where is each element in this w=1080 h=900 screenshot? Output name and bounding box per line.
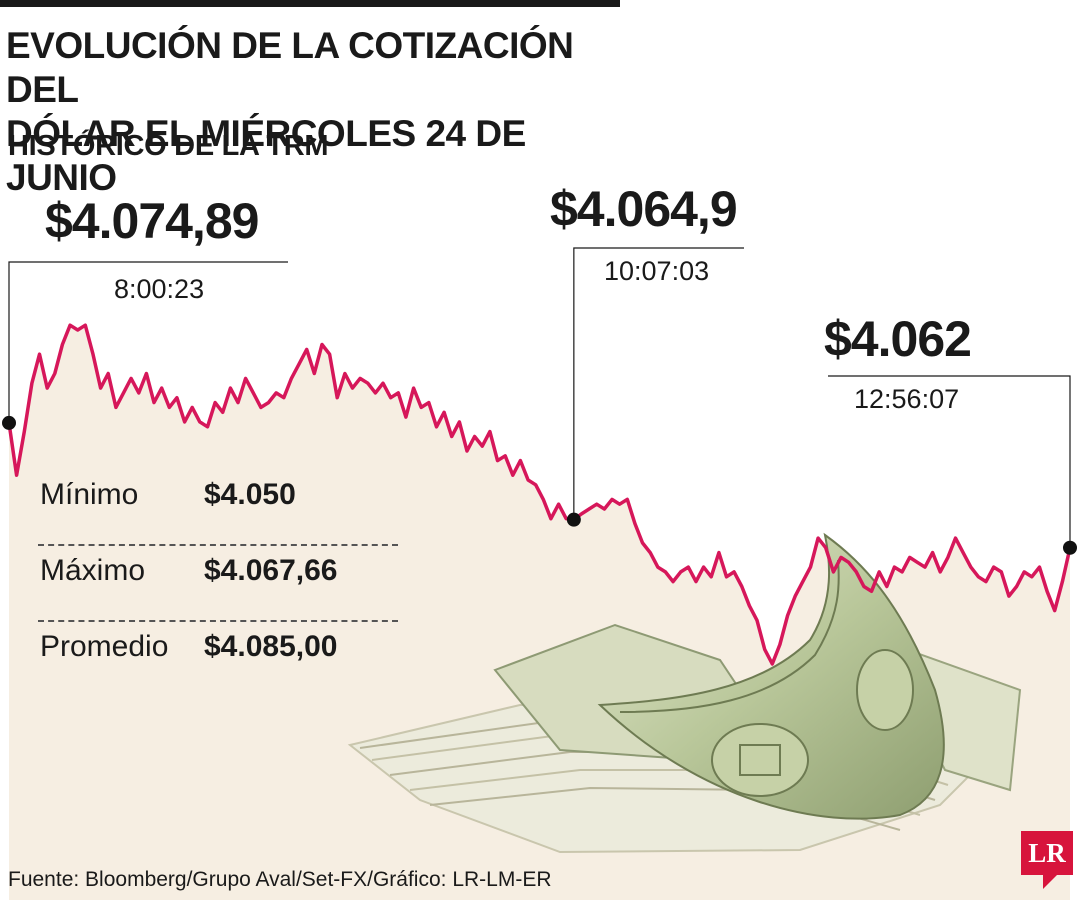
callout-marker-1: [2, 415, 16, 430]
callout-time-1: 8:00:23: [114, 274, 205, 304]
stats-table: Mínimo $4.050 Máximo $4.067,66 Promedio …: [38, 470, 398, 698]
stat-value-promedio: $4.085,00: [204, 630, 338, 663]
lr-logo: LR: [1021, 831, 1073, 875]
chart-subtitle: HISTÓRICO DE LA TRM: [8, 130, 329, 162]
title-line-2: DÓLAR EL MIÉRCOLES 24 DE JUNIO: [6, 113, 526, 198]
stat-label-minimo: Mínimo: [40, 478, 139, 511]
lr-logo-tail: [1043, 875, 1057, 889]
title-line-1: EVOLUCIÓN DE LA COTIZACIÓN DEL: [6, 25, 574, 110]
callout-marker-2: [566, 512, 581, 527]
chart-title: EVOLUCIÓN DE LA COTIZACIÓN DEL DÓLAR EL …: [6, 24, 646, 200]
stat-value-maximo: $4.067,66: [204, 554, 338, 587]
callout-leaders: [8, 247, 1071, 548]
stat-value-minimo: $4.050: [204, 478, 296, 511]
stat-row-promedio: Promedio $4.085,00: [38, 622, 398, 698]
stat-label-promedio: Promedio: [40, 630, 169, 663]
stat-row-maximo: Máximo $4.067,66: [38, 546, 398, 622]
callout-time-2: 10:07:03: [604, 256, 710, 286]
callout-value-1: $4.074,89: [45, 193, 259, 249]
top-rule: [0, 0, 620, 7]
callout-value-2: $4.064,9: [550, 181, 738, 237]
callout-marker-3: [1063, 540, 1077, 555]
dollar-bills-illustration: [347, 532, 1022, 854]
price-line: [7, 323, 1072, 666]
callout-leader-3: [828, 375, 1071, 548]
callout-time-3: 12:56:07: [854, 384, 960, 414]
source-note: Fuente: Bloomberg/Grupo Aval/Set-FX/Gráf…: [8, 868, 552, 891]
stat-row-minimo: Mínimo $4.050: [38, 470, 398, 546]
callout-leader-2: [573, 247, 744, 520]
callout-value-3: $4.062: [824, 311, 972, 367]
stat-label-maximo: Máximo: [40, 554, 146, 587]
callout-leader-1: [8, 261, 288, 423]
callout-markers: [2, 415, 1077, 555]
